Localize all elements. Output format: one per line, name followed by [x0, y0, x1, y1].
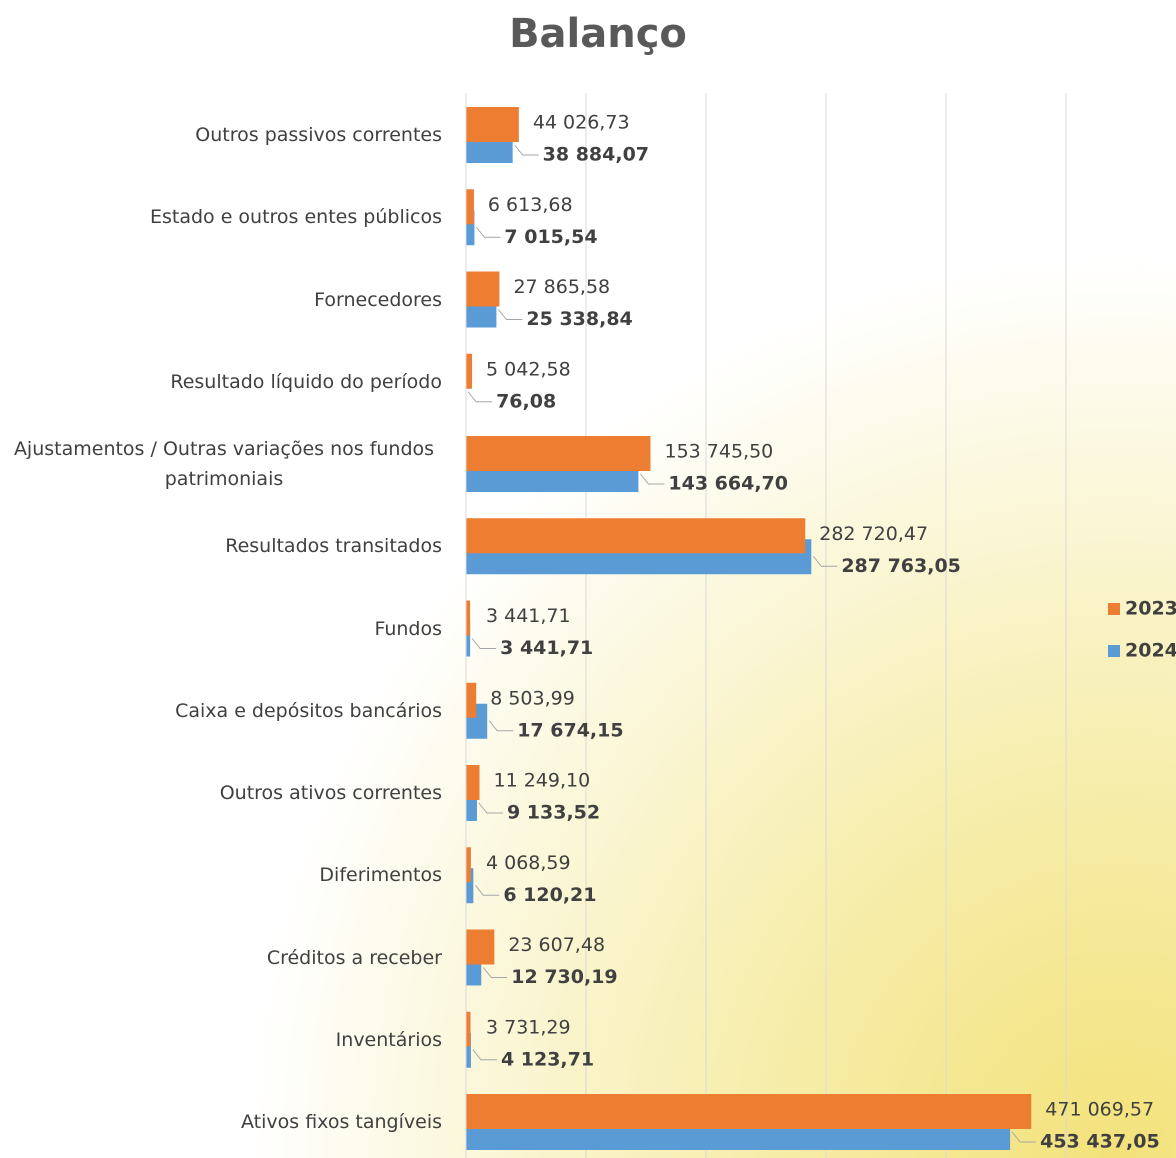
- y-tick-label: Resultados transitados: [225, 531, 442, 561]
- leader-line: [479, 803, 503, 813]
- bar: [466, 847, 471, 882]
- bar: [466, 107, 519, 142]
- bar: [466, 1012, 470, 1047]
- data-label: 5 042,58: [486, 358, 571, 380]
- legend-swatch: [1108, 603, 1120, 615]
- data-label: 6 613,68: [488, 194, 573, 216]
- y-tick-label: Caixa e depósitos bancários: [175, 696, 442, 726]
- data-label: 11 249,10: [493, 770, 590, 792]
- data-label: 3 441,71: [500, 637, 593, 659]
- y-tick-label: Ativos fixos tangíveis: [241, 1107, 442, 1137]
- data-label: 76,08: [496, 390, 556, 412]
- data-label: 27 865,58: [513, 276, 610, 298]
- data-label: 153 745,50: [664, 441, 773, 463]
- leader-line: [472, 639, 496, 649]
- bar: [466, 1094, 1031, 1129]
- y-tick-label: Fundos: [374, 614, 442, 644]
- data-label: 4 068,59: [486, 852, 571, 874]
- data-label: 3 731,29: [486, 1016, 571, 1038]
- y-tick-label: Resultado líquido do período: [170, 367, 442, 397]
- leader-line: [640, 474, 664, 484]
- bar: [466, 765, 479, 800]
- legend-swatch: [1108, 645, 1120, 657]
- bar: [466, 272, 499, 307]
- data-label: 7 015,54: [504, 226, 597, 248]
- y-tick-label: Fornecedores: [314, 285, 442, 315]
- bar: [466, 683, 476, 718]
- leader-line: [468, 392, 492, 402]
- data-label: 9 133,52: [507, 802, 600, 824]
- y-tick-label: Ajustamentos / Outras variações nos fund…: [6, 434, 442, 494]
- bar: [466, 518, 805, 553]
- data-label: 282 720,47: [819, 523, 928, 545]
- data-label: 6 120,21: [503, 884, 596, 906]
- data-label: 4 123,71: [501, 1048, 594, 1070]
- leader-line: [515, 145, 539, 155]
- legend-label: 2023: [1125, 598, 1176, 620]
- data-label: 25 338,84: [526, 308, 632, 330]
- bar: [466, 436, 650, 471]
- leader-line: [1012, 1132, 1036, 1142]
- y-tick-label: Outros passivos correntes: [195, 120, 442, 150]
- bar: [466, 601, 470, 636]
- y-tick-label: Outros ativos correntes: [220, 778, 442, 808]
- data-label: 23 607,48: [508, 934, 605, 956]
- data-label: 453 437,05: [1040, 1131, 1160, 1153]
- bar: [466, 354, 472, 389]
- data-label: 38 884,07: [543, 144, 649, 166]
- leader-line: [813, 556, 837, 566]
- data-label: 3 441,71: [486, 605, 571, 627]
- chart: Balanço 44 026,73 38 884,07 6 613,68 7 015,…: [0, 0, 1176, 1158]
- bar: [466, 930, 494, 965]
- leader-line: [476, 227, 500, 237]
- data-label: 287 763,05: [841, 555, 961, 577]
- y-tick-label: Estado e outros entes públicos: [150, 202, 442, 232]
- bar: [466, 189, 474, 224]
- leader-line: [489, 721, 513, 731]
- leader-line: [473, 1050, 497, 1060]
- data-label: 8 503,99: [490, 687, 575, 709]
- data-label: 143 664,70: [668, 473, 788, 495]
- leader-line: [483, 968, 507, 978]
- page: Balanço 44 026,73 38 884,07 6 613,68 7 015,…: [0, 0, 1176, 1158]
- chart-title: Balanço: [509, 11, 687, 57]
- data-label: 12 730,19: [511, 966, 617, 988]
- data-label: 44 026,73: [533, 112, 630, 134]
- leader-line: [475, 885, 499, 895]
- leader-line: [498, 310, 522, 320]
- y-tick-label: Créditos a receber: [267, 943, 442, 973]
- legend-label: 2024: [1125, 640, 1176, 662]
- data-label: 17 674,15: [517, 719, 623, 741]
- data-label: 471 069,57: [1045, 1099, 1154, 1121]
- y-tick-label: Inventários: [336, 1025, 442, 1055]
- y-tick-label: Diferimentos: [319, 860, 442, 890]
